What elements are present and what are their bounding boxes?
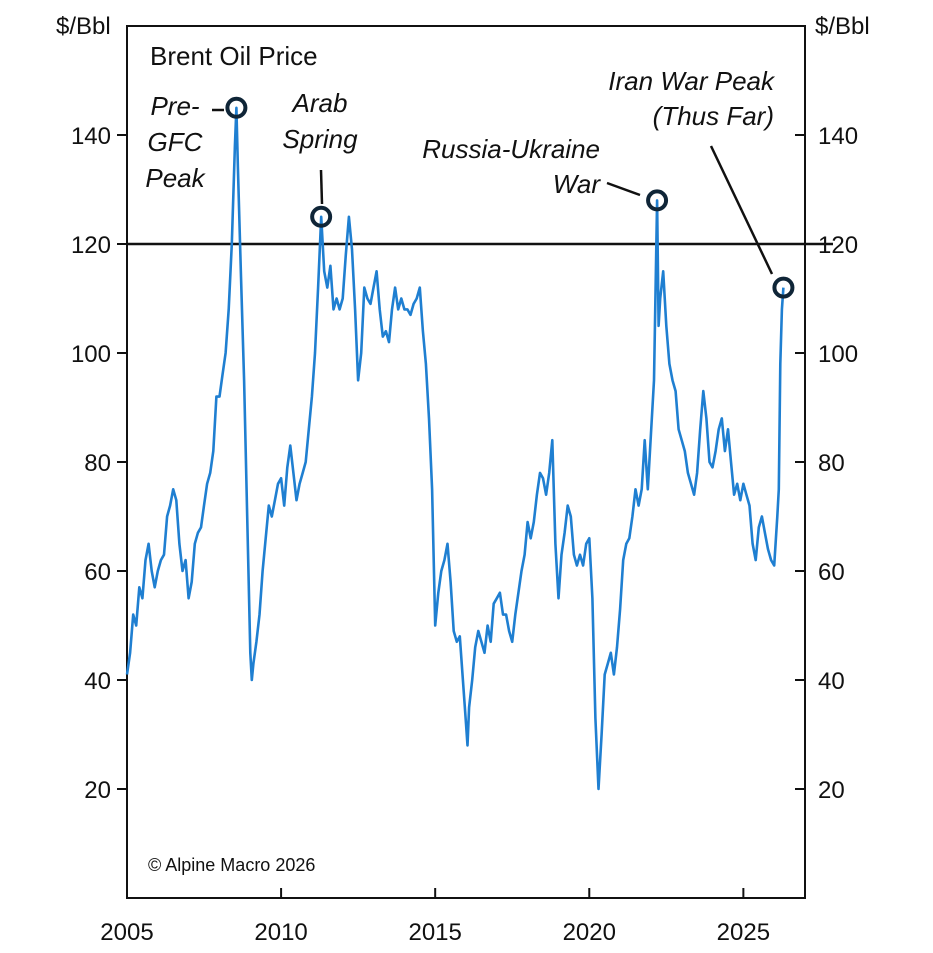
annotation: Pre- GFC Peak [145,91,248,193]
y-tick-label-left: 80 [84,450,111,477]
annotation-label-line: Arab [291,88,348,118]
y-tick-label-right: 60 [818,559,845,586]
y-tick-label-right: 120 [818,232,858,259]
annotation: Russia-Ukraine War [422,134,669,212]
y-tick-label-right: 20 [818,777,845,804]
x-tick-label: 2025 [717,919,770,946]
annotation-label-line: Russia-Ukraine [422,134,600,164]
annotation: Arab Spring [282,88,358,228]
annotation-leader-line [606,181,641,197]
y-tick-label-left: 60 [84,559,111,586]
annotation-label-line: (Thus Far) [653,101,774,131]
series-line [125,106,785,791]
annotation-label-line: Peak [145,163,206,193]
annotation-label-line: War [553,169,602,199]
annotation: Iran War Peak (Thus Far) [608,66,795,299]
left-axis-unit-label: $/Bbl [56,13,111,40]
y-tick-label-left: 40 [84,668,111,695]
chart-title: Brent Oil Price [150,41,318,71]
annotation-label-line: Iran War Peak [608,66,776,96]
annotation-peak-marker [225,96,248,119]
y-tick-label-right: 80 [818,450,845,477]
chart-marks [125,106,833,791]
annotation-leader-line [709,145,774,275]
x-tick-label: 2010 [254,919,307,946]
x-tick-label: 2020 [563,919,616,946]
annotation-peak-marker [310,205,333,228]
y-tick-label-right: 140 [818,123,858,150]
y-tick-label-left: 120 [71,232,111,259]
annotation-label-line: Spring [282,124,358,154]
right-axis-unit-label: $/Bbl [815,13,870,40]
annotation-label-line: GFC [148,127,203,157]
annotation-leader-line [319,169,324,205]
y-tick-label-left: 140 [71,123,111,150]
y-tick-label-right: 40 [818,668,845,695]
y-tick-label-right: 100 [818,341,858,368]
copyright-credit: © Alpine Macro 2026 [148,855,315,875]
y-tick-label-left: 20 [84,777,111,804]
annotation-peak-marker [646,189,669,212]
annotation-peak-marker [772,276,795,299]
y-tick-label-left: 100 [71,341,111,368]
x-tick-label: 2015 [408,919,461,946]
annotation-label-line: Pre- [150,91,199,121]
x-tick-label: 2005 [100,919,153,946]
